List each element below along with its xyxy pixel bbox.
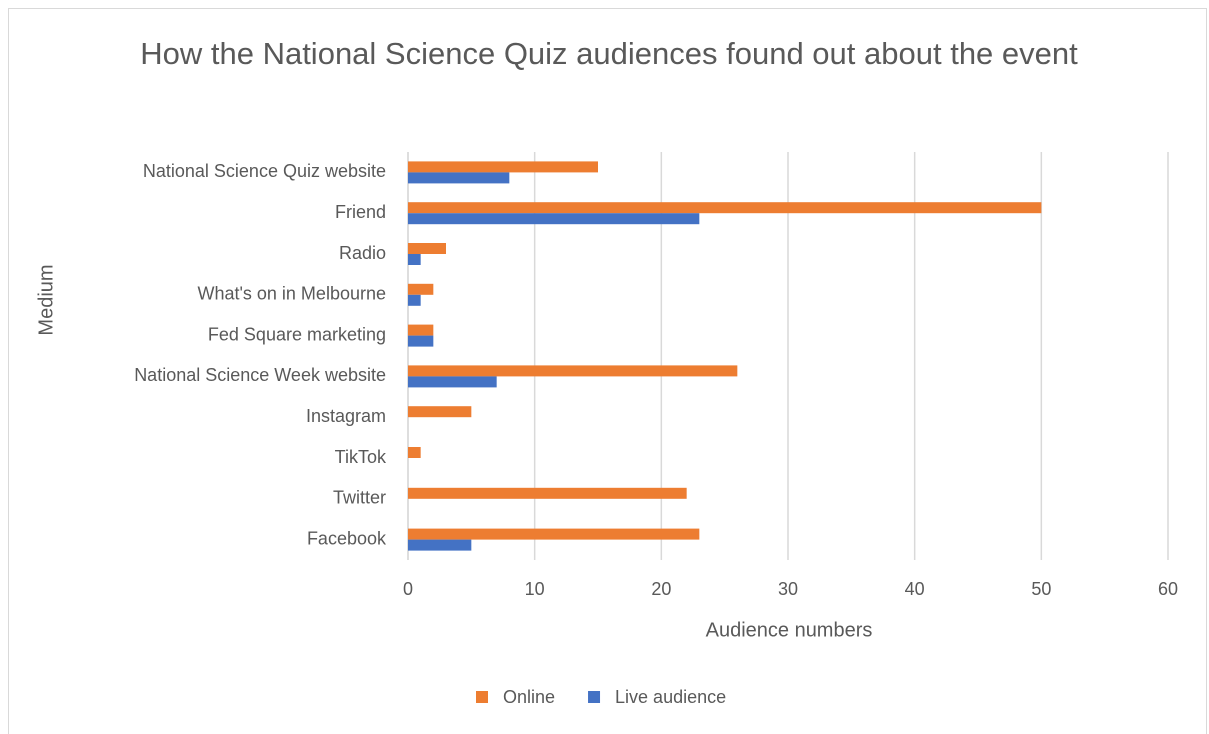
bar xyxy=(408,254,421,265)
legend-swatch xyxy=(476,691,488,703)
bar xyxy=(408,161,598,173)
bar xyxy=(408,376,497,388)
bar xyxy=(408,172,510,184)
bar xyxy=(408,335,434,347)
bar xyxy=(408,283,434,295)
x-tick-label: 20 xyxy=(651,579,671,599)
y-tick-label: Radio xyxy=(339,243,386,263)
bar xyxy=(408,447,421,458)
bar xyxy=(408,365,738,377)
bar xyxy=(408,528,700,540)
x-tick-label: 30 xyxy=(778,579,798,599)
x-tick-label: 60 xyxy=(1158,579,1178,599)
x-axis-label: Audience numbers xyxy=(706,619,873,641)
y-axis-label: Medium xyxy=(35,264,57,335)
legend-swatch xyxy=(588,691,601,703)
legend-label: Live audience xyxy=(615,687,726,707)
y-tick-label: Friend xyxy=(335,202,386,222)
y-tick-label: National Science Week website xyxy=(134,365,386,385)
y-tick-label: Twitter xyxy=(333,488,386,508)
bar xyxy=(408,487,687,499)
chart-title: How the National Science Quiz audiences … xyxy=(140,36,1078,71)
x-tick-label: 10 xyxy=(525,579,545,599)
y-tick-label: Fed Square marketing xyxy=(208,324,386,344)
y-tick-label: TikTok xyxy=(335,447,387,467)
x-tick-label: 40 xyxy=(905,579,925,599)
bar xyxy=(408,539,472,551)
bar xyxy=(408,294,421,306)
bar xyxy=(408,202,1042,214)
y-tick-label: Facebook xyxy=(307,528,387,548)
chart-frame xyxy=(8,8,1207,734)
bar xyxy=(408,243,446,254)
bar xyxy=(408,406,472,418)
x-tick-label: 0 xyxy=(403,579,413,599)
y-tick-label: National Science Quiz website xyxy=(143,161,386,181)
bar xyxy=(408,324,434,336)
y-tick-label: What's on in Melbourne xyxy=(197,284,386,304)
bar xyxy=(408,213,700,225)
y-tick-label: Instagram xyxy=(306,406,386,426)
legend-label: Online xyxy=(503,687,555,707)
x-tick-label: 50 xyxy=(1031,579,1051,599)
